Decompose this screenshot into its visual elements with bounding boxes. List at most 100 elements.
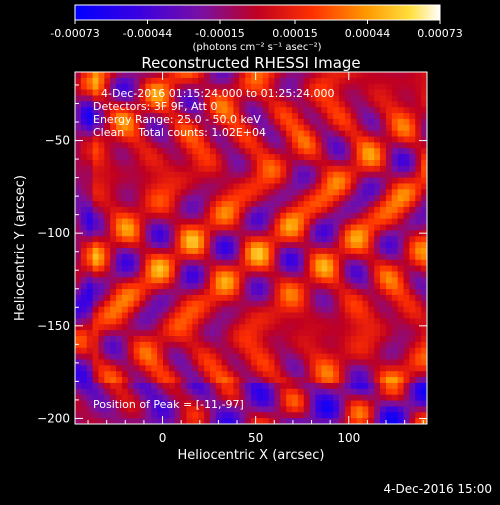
heatmap-cell bbox=[321, 388, 328, 396]
heatmap-cell bbox=[303, 324, 311, 331]
heatmap-cell bbox=[391, 171, 399, 178]
heatmap-cell bbox=[356, 218, 363, 225]
heatmap-cell bbox=[233, 271, 240, 278]
heatmap-cell bbox=[86, 177, 93, 184]
heatmap-cell bbox=[75, 160, 82, 167]
heatmap-cell bbox=[315, 83, 322, 90]
heatmap-cell bbox=[303, 160, 311, 167]
heatmap-cell bbox=[221, 195, 228, 202]
heatmap-cell bbox=[374, 136, 381, 143]
heatmap-cell bbox=[356, 324, 363, 331]
heatmap-cell bbox=[403, 371, 410, 378]
heatmap-cell bbox=[251, 89, 258, 96]
heatmap-cell bbox=[215, 330, 223, 337]
heatmap-cell bbox=[274, 412, 281, 419]
heatmap-cell bbox=[104, 265, 111, 272]
heatmap-cell bbox=[180, 300, 187, 308]
heatmap-cell bbox=[133, 201, 140, 208]
heatmap-cell bbox=[356, 371, 363, 378]
heatmap-cell bbox=[403, 72, 410, 79]
heatmap-cell bbox=[157, 148, 164, 155]
heatmap-cell bbox=[380, 113, 387, 120]
heatmap-cell bbox=[409, 83, 416, 90]
heatmap-cell bbox=[145, 107, 152, 114]
heatmap-cell bbox=[374, 206, 381, 214]
heatmap-cell bbox=[209, 201, 217, 208]
heatmap-cell bbox=[397, 177, 404, 184]
heatmap-cell bbox=[139, 318, 146, 325]
heatmap-cell bbox=[145, 318, 152, 325]
heatmap-cell bbox=[286, 406, 293, 413]
heatmap-cell bbox=[221, 101, 228, 108]
heatmap-cell bbox=[86, 318, 93, 325]
heatmap-cell bbox=[186, 89, 193, 96]
heatmap-cell bbox=[180, 371, 187, 378]
heatmap-cell bbox=[116, 212, 123, 220]
heatmap-cell bbox=[262, 283, 269, 290]
heatmap-cell bbox=[151, 412, 158, 419]
heatmap-cell bbox=[421, 177, 427, 184]
heatmap-cell bbox=[303, 130, 311, 137]
heatmap-cell bbox=[339, 259, 346, 266]
heatmap-cell bbox=[368, 89, 375, 96]
heatmap-cell bbox=[221, 154, 228, 161]
heatmap-cell bbox=[139, 324, 146, 331]
heatmap-cell bbox=[151, 160, 158, 167]
heatmap-cell bbox=[327, 377, 334, 384]
heatmap-cell bbox=[163, 248, 170, 255]
heatmap-cell bbox=[80, 136, 88, 143]
heatmap-cell bbox=[174, 77, 181, 85]
heatmap-cell bbox=[380, 136, 387, 143]
heatmap-cell bbox=[292, 118, 299, 126]
heatmap-cell bbox=[315, 377, 322, 384]
heatmap-cell bbox=[163, 312, 170, 319]
heatmap-cell bbox=[221, 83, 228, 90]
heatmap-cell bbox=[227, 400, 234, 407]
heatmap-cell bbox=[327, 195, 334, 202]
heatmap-cell bbox=[385, 248, 393, 255]
heatmap-cell bbox=[280, 206, 287, 214]
heatmap-cell bbox=[251, 154, 258, 161]
heatmap-cell bbox=[415, 388, 422, 396]
heatmap-cell bbox=[362, 412, 369, 419]
heatmap-cell bbox=[297, 165, 305, 173]
heatmap-cell bbox=[356, 300, 363, 308]
heatmap-cell bbox=[262, 236, 269, 243]
heatmap-cell bbox=[98, 277, 105, 284]
heatmap-cell bbox=[116, 253, 123, 261]
heatmap-cell bbox=[391, 412, 399, 419]
heatmap-cell bbox=[110, 271, 117, 278]
heatmap-cell bbox=[268, 412, 275, 419]
heatmap-cell bbox=[397, 265, 404, 272]
heatmap-cell bbox=[245, 300, 252, 308]
heatmap-cell bbox=[309, 318, 316, 325]
heatmap-cell bbox=[339, 212, 346, 220]
heatmap-cell bbox=[186, 189, 193, 196]
heatmap-cell bbox=[186, 154, 193, 161]
heatmap-cell bbox=[204, 230, 211, 237]
heatmap-cell bbox=[80, 336, 88, 343]
heatmap-cell bbox=[75, 177, 82, 184]
heatmap-cell bbox=[280, 312, 287, 319]
heatmap-cell bbox=[339, 377, 346, 384]
heatmap-cell bbox=[344, 148, 352, 155]
heatmap-cell bbox=[385, 230, 393, 237]
heatmap-cell bbox=[391, 353, 399, 360]
heatmap-cell bbox=[385, 259, 393, 266]
heatmap-cell bbox=[145, 371, 152, 378]
heatmap-cell bbox=[75, 365, 82, 372]
heatmap-cell bbox=[104, 336, 111, 343]
heatmap-cell bbox=[145, 242, 152, 249]
heatmap-cell bbox=[209, 377, 217, 384]
heatmap-cell bbox=[168, 318, 176, 325]
heatmap-cell bbox=[163, 218, 170, 225]
heatmap-cell bbox=[121, 336, 129, 343]
heatmap-cell bbox=[163, 201, 170, 208]
heatmap-cell bbox=[227, 118, 234, 126]
heatmap-cell bbox=[186, 83, 193, 90]
heatmap-cell bbox=[75, 236, 82, 243]
heatmap-cell bbox=[292, 306, 299, 313]
heatmap-cell bbox=[403, 300, 410, 308]
heatmap-cell bbox=[104, 388, 111, 396]
heatmap-cell bbox=[303, 148, 311, 155]
